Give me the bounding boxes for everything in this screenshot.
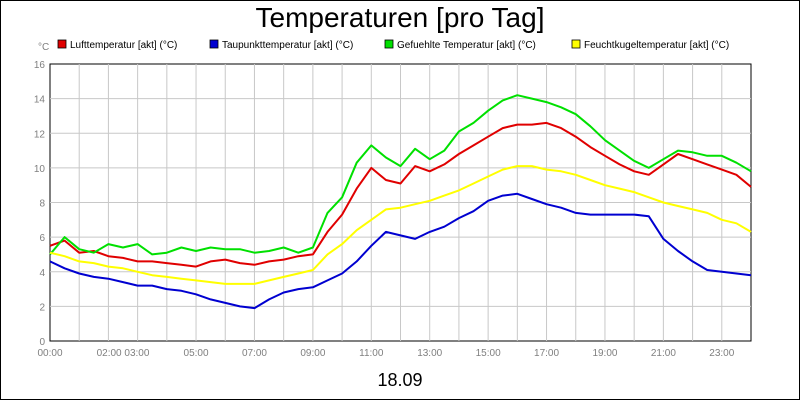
x-tick-label: 09:00 (300, 348, 325, 359)
x-tick-label: 07:00 (242, 348, 267, 359)
series-line-4 (49, 165, 752, 285)
series-lines (49, 94, 752, 310)
legend-label: Taupunkttemperatur [akt] (°C) (222, 40, 353, 51)
x-tick-label: 11:00 (359, 348, 384, 359)
series-line-1 (49, 121, 752, 268)
y-tick-label: 16 (34, 60, 46, 71)
x-tick-label: 17:00 (534, 348, 559, 359)
legend-label: Feuchtkugeltemperatur [akt] (°C) (584, 40, 729, 51)
legend-swatch (209, 39, 219, 49)
series-line-3 (49, 94, 752, 256)
x-tick-label: 15:00 (476, 348, 501, 359)
chart-title: Temperaturen [pro Tag] (255, 2, 545, 33)
x-tick-label: 21:00 (651, 348, 676, 359)
y-axis-label: °C (38, 42, 49, 53)
x-axis-ticks: 00:00 02:00 03:00 05:00 07:00 09:00 11:00 13:0… (37, 348, 734, 359)
x-axis-label: 18.09 (377, 370, 422, 390)
y-tick-label: 8 (39, 199, 45, 210)
legend-swatch (571, 39, 581, 49)
legend-swatch (57, 39, 67, 49)
y-tick-label: 4 (39, 268, 45, 279)
y-tick-label: 12 (34, 129, 46, 140)
x-tick-label: 05:00 (184, 348, 209, 359)
y-tick-label: 14 (34, 95, 46, 106)
x-tick-label: 19:00 (592, 348, 617, 359)
legend: Lufttemperatur [akt] (°C) Taupunkttempera… (57, 39, 729, 51)
y-tick-label: 0 (39, 337, 45, 348)
legend-swatch (384, 39, 394, 49)
y-tick-label: 6 (39, 233, 45, 244)
x-tick-label: 23:00 (709, 348, 734, 359)
grid (49, 63, 752, 342)
series-line-2 (49, 192, 752, 310)
legend-label: Lufttemperatur [akt] (°C) (70, 40, 177, 51)
x-tick-label: 13:00 (417, 348, 442, 359)
x-tick-label: 02:00 03:00 (97, 348, 150, 359)
x-tick-label: 00:00 (37, 348, 62, 359)
legend-label: Gefuehlte Temperatur [akt] (°C) (397, 40, 536, 51)
y-axis-ticks: 0 2 4 6 8 10 12 14 16 (34, 60, 46, 348)
y-tick-label: 10 (34, 164, 46, 175)
y-tick-label: 2 (39, 302, 45, 313)
